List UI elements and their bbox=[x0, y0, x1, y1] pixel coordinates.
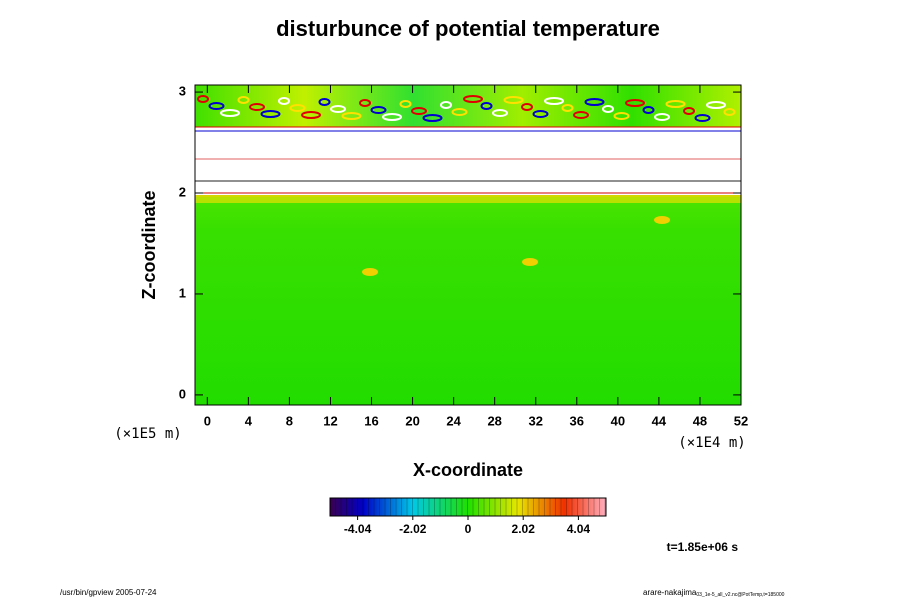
field-blob bbox=[330, 105, 346, 113]
footer-left: /usr/bin/gpview 2005-07-24 bbox=[60, 588, 157, 597]
field-plume bbox=[362, 268, 378, 276]
colorbar-tick-label: 0 bbox=[465, 522, 472, 536]
field-blob bbox=[289, 104, 306, 112]
field-blank bbox=[195, 127, 741, 195]
field-blob bbox=[278, 97, 290, 105]
field-blob bbox=[451, 108, 468, 116]
field-blob bbox=[683, 107, 695, 115]
colorbar-tick-label: -4.04 bbox=[344, 522, 372, 536]
x-tick-label: 0 bbox=[204, 413, 211, 428]
y-tick-label: 2 bbox=[179, 184, 186, 199]
field-blob bbox=[440, 101, 452, 109]
field-blob bbox=[584, 98, 605, 106]
chart-title: disturbunce of potential temperature bbox=[276, 16, 660, 41]
field-blob bbox=[706, 101, 726, 109]
x-tick-label: 24 bbox=[446, 413, 461, 428]
field-blob bbox=[625, 99, 645, 107]
field-blob bbox=[573, 111, 589, 119]
field-blob bbox=[463, 95, 483, 103]
field-blob bbox=[532, 110, 549, 118]
x-tick-label: 28 bbox=[487, 413, 501, 428]
field-blob bbox=[544, 97, 564, 105]
field-blob bbox=[249, 103, 265, 111]
x-tick-label: 32 bbox=[529, 413, 543, 428]
x-tick-label: 12 bbox=[323, 413, 337, 428]
footer-right-main: arare-nakajima bbox=[643, 588, 697, 597]
field-blob bbox=[370, 106, 387, 114]
field-blob bbox=[665, 100, 686, 108]
field-blob bbox=[359, 99, 371, 107]
field-blob bbox=[208, 102, 225, 110]
field-blob bbox=[197, 95, 209, 103]
y-tick-label: 0 bbox=[179, 386, 186, 401]
x-tick-label: 48 bbox=[693, 413, 707, 428]
footer-right-sub: 03_1e-5_all_v2.nc@PotTemp,t=185000 bbox=[696, 592, 784, 598]
field-blob bbox=[301, 111, 321, 119]
field-blob bbox=[411, 107, 427, 115]
field-blob bbox=[220, 109, 240, 117]
field-blob bbox=[723, 108, 736, 116]
plot-frame bbox=[194, 84, 742, 406]
field-blob bbox=[382, 113, 402, 121]
field-blob bbox=[399, 100, 412, 108]
field-blob bbox=[237, 96, 250, 104]
field-blob bbox=[318, 98, 331, 106]
x-axis-label: X-coordinate bbox=[413, 460, 523, 480]
field-band bbox=[195, 195, 741, 203]
y-scale-label: (×1E5 m) bbox=[114, 426, 181, 442]
x-scale-label: (×1E4 m) bbox=[678, 435, 745, 451]
y-axis-label: Z-coordinate bbox=[139, 190, 159, 299]
x-tick-label: 4 bbox=[245, 413, 253, 428]
x-tick-label: 44 bbox=[652, 413, 667, 428]
field-blob bbox=[503, 96, 524, 104]
field-blob bbox=[561, 104, 574, 112]
field-blob bbox=[654, 113, 670, 121]
x-tick-label: 40 bbox=[611, 413, 625, 428]
field-blob bbox=[694, 114, 711, 122]
colorbar-tick-label: 2.02 bbox=[512, 522, 536, 536]
time-label: t=1.85e+06 s bbox=[667, 540, 739, 554]
field-blob bbox=[260, 110, 281, 118]
colorbar-tick-label: -2.02 bbox=[399, 522, 427, 536]
x-tick-label: 36 bbox=[570, 413, 584, 428]
field-blob bbox=[521, 103, 533, 111]
colorbar-tick-label: 4.04 bbox=[567, 522, 591, 536]
field-blob bbox=[492, 109, 508, 117]
field-blob bbox=[422, 114, 443, 122]
x-tick-label: 8 bbox=[286, 413, 293, 428]
field-upper bbox=[195, 85, 741, 127]
field-blob bbox=[613, 112, 630, 120]
y-tick-label: 1 bbox=[179, 285, 186, 300]
field-blob bbox=[642, 106, 655, 114]
field-plume bbox=[522, 258, 538, 266]
x-tick-label: 52 bbox=[734, 413, 748, 428]
field-blob bbox=[341, 112, 362, 120]
colorbar bbox=[329, 497, 607, 517]
plot-area bbox=[194, 84, 742, 406]
field-blob bbox=[480, 102, 493, 110]
x-tick-label: 20 bbox=[405, 413, 419, 428]
field-plume bbox=[654, 216, 670, 224]
footer-right: arare-nakajima03_1e-5_all_v2.nc@PotTemp,… bbox=[643, 588, 785, 598]
y-tick-label: 3 bbox=[179, 84, 186, 99]
field-blob bbox=[602, 105, 614, 113]
x-tick-label: 16 bbox=[364, 413, 378, 428]
